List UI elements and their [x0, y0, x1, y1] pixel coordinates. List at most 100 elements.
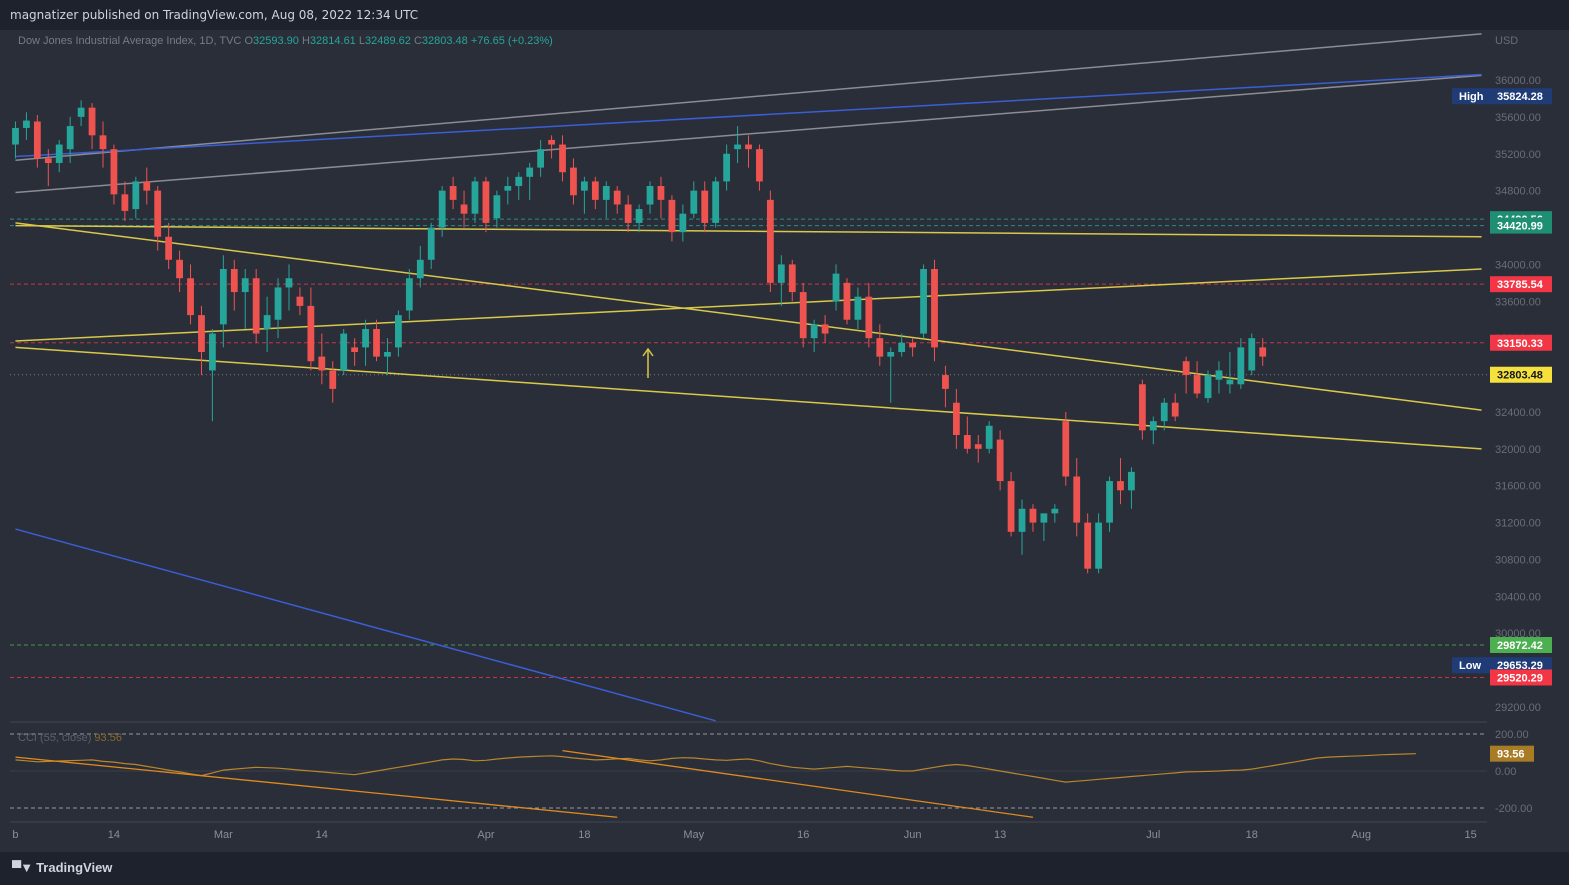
cci-level-label: 0.00 [1495, 766, 1516, 778]
candle-body [209, 333, 216, 371]
tradingview-logo-icon: ▀▼ [12, 860, 33, 875]
candle-body [777, 264, 785, 283]
candle-body [1138, 384, 1146, 431]
cci-level-label: 200.00 [1495, 729, 1529, 741]
upper-channel-grey [15, 33, 1482, 161]
candle-body [340, 333, 348, 371]
price-label-value: 29520.29 [1497, 672, 1543, 684]
candle-body [23, 120, 30, 128]
candle-body [1007, 481, 1015, 532]
candle-body [887, 352, 895, 357]
candle-body [373, 328, 380, 357]
time-tick-label: 14 [316, 829, 328, 841]
candle-body [1018, 508, 1026, 532]
blue-descending-line [15, 528, 716, 722]
candle-body [12, 127, 19, 145]
candle-body [165, 236, 173, 260]
lower-channel-grey [15, 74, 1482, 194]
yellow-descending-lower [15, 346, 1482, 450]
candle-body [690, 190, 698, 214]
time-tick-label: 16 [797, 829, 809, 841]
candle-body [395, 315, 402, 348]
price-tick-label: 32400.00 [1495, 407, 1541, 419]
cci-level-label: -200.00 [1495, 803, 1532, 815]
blue-trendline [15, 73, 1482, 158]
price-label-title: High [1459, 91, 1484, 103]
candle-body [198, 315, 205, 353]
price-label-box [1490, 217, 1552, 234]
candle-body [252, 278, 260, 334]
cci-value-label: 93.56 [1497, 749, 1525, 761]
candle-body [33, 121, 41, 159]
high-value: 32814.61 [309, 35, 356, 47]
candle-body [766, 199, 774, 283]
candle-body [591, 181, 599, 200]
time-tick-label: b [12, 829, 18, 841]
candle-body [537, 149, 545, 168]
candle-body [723, 153, 731, 182]
candle-body [99, 135, 107, 150]
candle-body [1226, 379, 1234, 385]
candle-body [712, 181, 720, 223]
time-tick-label: Apr [477, 829, 494, 841]
price-tick-label: 32000.00 [1495, 444, 1541, 456]
time-tick-label: Jun [904, 829, 922, 841]
candle-body [176, 259, 183, 279]
tradingview-brand: TradingView [36, 860, 113, 875]
price-tick-label: 31600.00 [1495, 481, 1541, 493]
candle-body [307, 305, 315, 362]
candle-body [285, 278, 293, 288]
yellow-ascending [15, 268, 1482, 342]
candle-body [756, 149, 763, 182]
cci-value: 93.56 [94, 732, 122, 744]
candle-body [44, 158, 52, 163]
candle-body [963, 434, 971, 449]
candle-body [362, 328, 369, 348]
candle-body [810, 324, 818, 339]
candle-body [679, 213, 687, 233]
time-tick-label: 15 [1464, 829, 1476, 841]
price-label-value: 35824.28 [1497, 91, 1543, 103]
time-tick-label: 18 [578, 829, 590, 841]
candle-body [351, 347, 359, 353]
candle-body [1073, 476, 1081, 523]
time-tick-label: May [683, 829, 704, 841]
candle-body [734, 144, 741, 150]
candle-body [274, 287, 282, 320]
tradingview-logo[interactable]: ▀▼ TradingView [12, 860, 112, 875]
candle-body [526, 167, 534, 177]
candle-body [230, 269, 238, 293]
time-tick-label: 14 [108, 829, 120, 841]
symbol-name: Dow Jones Industrial Average Index, 1D, … [18, 35, 242, 47]
candle-body [570, 167, 577, 196]
time-tick-label: Aug [1351, 829, 1371, 841]
price-label-value: 32803.48 [1497, 370, 1543, 382]
cci-legend: CCI (55, close) 93.56 [18, 732, 122, 744]
price-label-value: 29653.29 [1497, 660, 1543, 672]
candle-body [187, 278, 194, 316]
candle-body [613, 190, 621, 205]
cci-trendline [562, 750, 1034, 818]
price-label-value: 33150.33 [1497, 338, 1543, 350]
candle-body [876, 338, 884, 357]
footer-bar [0, 852, 1569, 885]
candle-body [1051, 508, 1059, 514]
candle-body [1040, 513, 1048, 523]
currency-label: USD [1495, 35, 1518, 47]
candle-body [482, 181, 490, 223]
price-tick-label: 31200.00 [1495, 518, 1541, 530]
cci-trendline [15, 756, 618, 818]
price-tick-label: 29200.00 [1495, 702, 1541, 714]
candle-body [1128, 471, 1135, 491]
candle-body [952, 402, 960, 435]
candle-body [701, 190, 709, 223]
candle-body [110, 149, 118, 195]
candle-body [1237, 347, 1245, 385]
candle-body [1259, 347, 1267, 357]
chart-panel[interactable] [0, 30, 1569, 852]
price-label-value: 33785.54 [1497, 279, 1544, 291]
candle-body [1160, 402, 1168, 422]
published-text: magnatizer published on TradingView.com,… [10, 8, 419, 22]
candle-body [471, 181, 479, 214]
